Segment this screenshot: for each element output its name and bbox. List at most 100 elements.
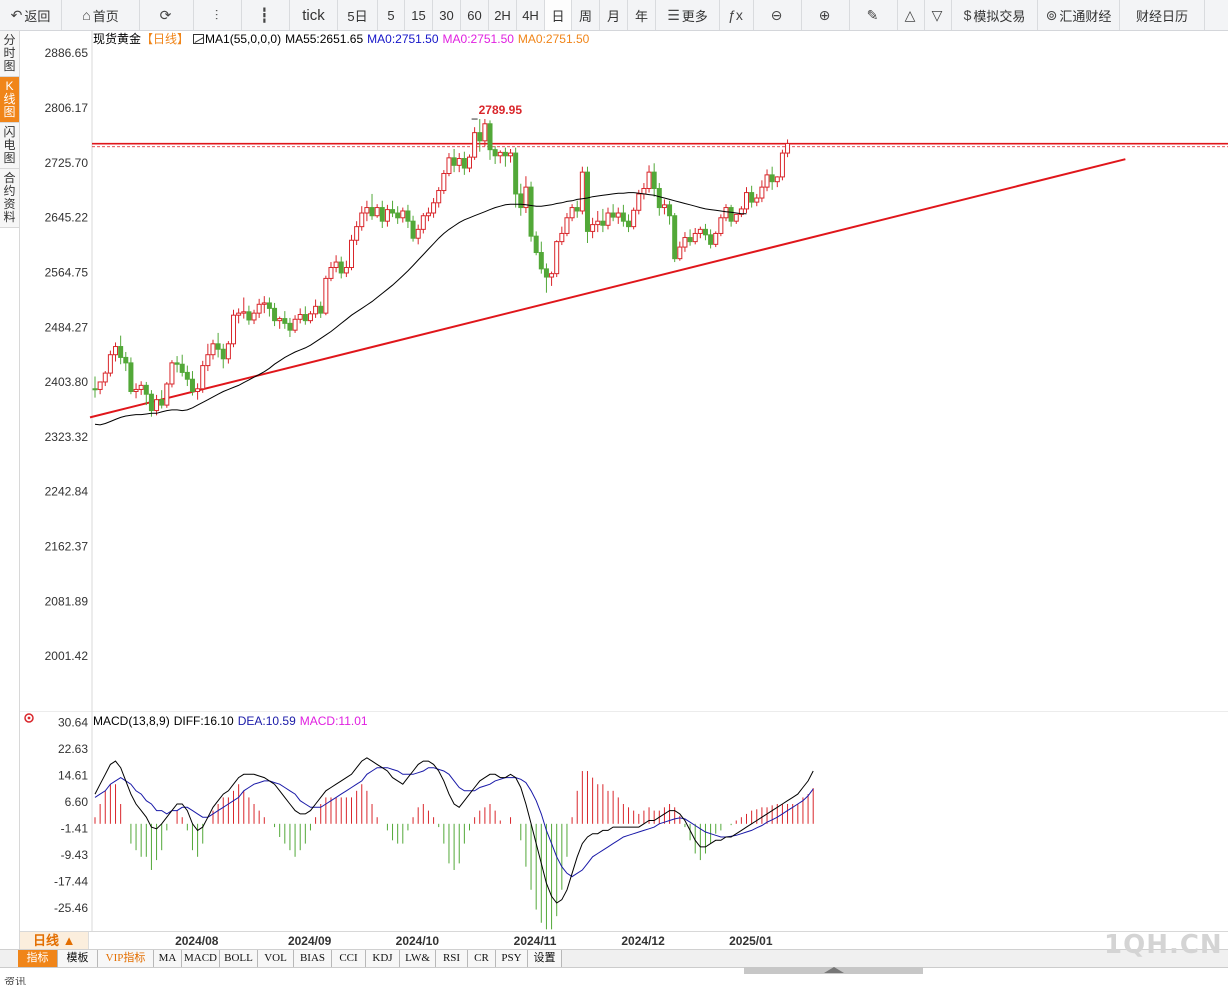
candle[interactable] [754,193,760,207]
candle[interactable] [446,153,452,177]
candle[interactable] [569,204,575,222]
candle[interactable] [159,390,165,409]
candle[interactable] [189,371,195,396]
indicator-tab-10[interactable]: LW& [400,950,436,968]
toolbar-item-pen-icon[interactable]: ✎ [850,0,898,30]
candle[interactable] [390,200,396,218]
candle[interactable] [415,224,421,245]
candle[interactable] [307,311,313,324]
candle[interactable] [682,232,688,252]
candle[interactable] [656,183,662,216]
candle[interactable] [107,350,113,377]
candle[interactable] [246,305,252,325]
candle[interactable] [646,165,652,193]
toolbar-item-refresh-icon[interactable]: ⟳ [140,0,194,30]
candle[interactable] [251,309,257,325]
candle[interactable] [718,214,724,237]
candle[interactable] [354,221,360,246]
candle[interactable] [143,381,149,406]
indicator-tab-7[interactable]: BIAS [294,950,332,968]
candle[interactable] [461,151,467,175]
candle[interactable] [564,213,570,237]
candle[interactable] [492,146,498,164]
side-tab-3[interactable]: 合约资料 [0,169,19,228]
toolbar-item-btn8[interactable]: 15 [405,0,433,30]
candle[interactable] [210,339,216,360]
macd-chart[interactable]: 30.64 22.63 14.61 6.60 -1.41 -9.43 -17.44 -25.4… [20,711,1228,931]
candle[interactable] [456,153,462,173]
candle[interactable] [333,255,339,273]
candle[interactable] [785,139,791,158]
candle[interactable] [236,308,242,324]
candle[interactable] [610,204,616,222]
candle[interactable] [323,275,329,316]
candle[interactable] [379,200,385,229]
candle[interactable] [759,180,765,203]
candle[interactable] [543,263,549,293]
candle[interactable] [277,316,283,329]
candle[interactable] [579,166,585,215]
candle[interactable] [241,297,247,319]
candle[interactable] [261,296,267,314]
indicator-tab-3[interactable]: MA [154,950,182,968]
toolbar-item-triangle-up-icon[interactable]: △ [898,0,925,30]
candle[interactable] [102,371,108,387]
macd-settings-icon[interactable] [24,713,34,723]
candle[interactable] [528,181,534,242]
indicator-tab-12[interactable]: CR [468,950,496,968]
candle[interactable] [631,207,637,230]
candle[interactable] [313,299,319,318]
toolbar-item-zoom-in-icon[interactable]: ⊕ [802,0,850,30]
toolbar-item-btn1[interactable]: ⌂ 首页 [62,0,140,30]
candle[interactable] [708,229,714,249]
candle[interactable] [133,383,139,399]
candle[interactable] [420,213,426,234]
candle[interactable] [733,213,739,224]
candle[interactable] [764,169,770,192]
candle[interactable] [410,215,416,242]
toolbar-item-btn6[interactable]: 5日 [338,0,378,30]
indicator-tab-2[interactable]: VIP指标 [98,950,154,968]
candle[interactable] [343,260,349,278]
toolbar-item-btn9[interactable]: 30 [433,0,461,30]
candle[interactable] [297,308,303,324]
candle[interactable] [497,150,503,164]
candle[interactable] [287,317,293,337]
toolbar-item-triangle-down-icon[interactable]: ▽ [925,0,952,30]
candle[interactable] [477,119,483,152]
candle[interactable] [148,390,154,417]
toolbar-item-btn10[interactable]: 60 [461,0,489,30]
candle[interactable] [615,207,621,224]
indicator-tab-1[interactable]: 模板 [58,950,98,968]
toolbar-item-btn11[interactable]: 2H [489,0,517,30]
candle[interactable] [205,343,211,372]
candle[interactable] [472,127,478,160]
toolbar-item-btn0[interactable]: ↶ 返回 [0,0,62,30]
candle[interactable] [359,206,365,231]
toolbar-item-candlestick-icon[interactable]: ┇ [242,0,290,30]
candle[interactable] [677,241,683,261]
candle[interactable] [744,187,750,214]
candle[interactable] [338,256,344,279]
candle[interactable] [672,213,678,263]
candle[interactable] [533,231,539,256]
candle[interactable] [651,163,657,197]
candle[interactable] [697,226,703,239]
candle[interactable] [687,229,693,246]
candle[interactable] [518,183,524,216]
candle[interactable] [723,204,729,222]
candle[interactable] [667,200,673,225]
candle[interactable] [441,170,447,194]
candle[interactable] [590,217,596,239]
toolbar-item-formula-icon[interactable]: ƒx [720,0,754,30]
candle[interactable] [174,356,180,373]
candle[interactable] [349,234,354,271]
candle[interactable] [584,166,590,243]
side-tab-0[interactable]: 分时图 [0,31,19,77]
candle[interactable] [282,311,288,329]
candle[interactable] [92,376,98,398]
candle[interactable] [774,176,780,188]
indicator-tab-4[interactable]: MACD [182,950,220,968]
candle[interactable] [231,309,237,348]
candle[interactable] [692,228,698,245]
